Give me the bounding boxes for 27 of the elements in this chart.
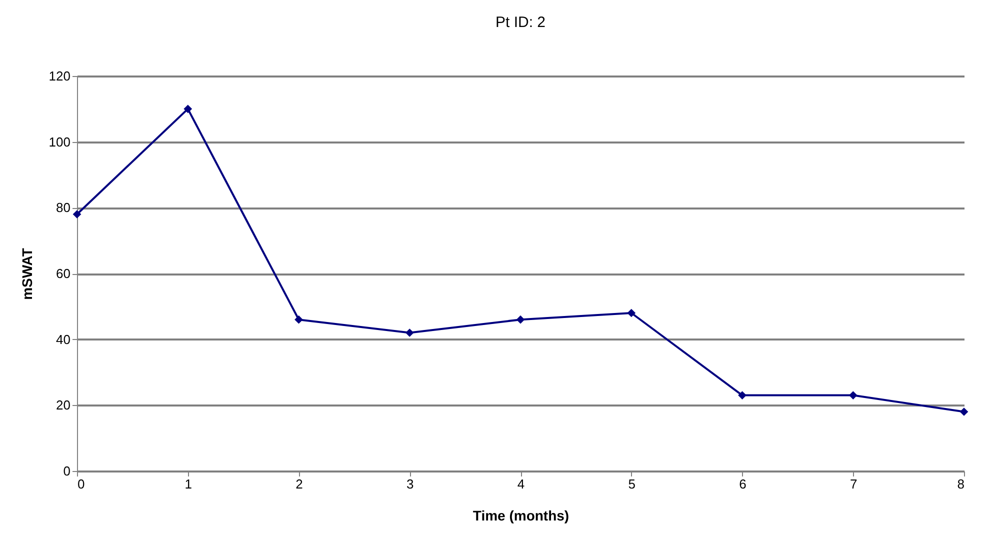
x-tick-label: 2 — [296, 476, 303, 492]
y-tick-label: 80 — [56, 200, 70, 216]
y-tick-label: 100 — [48, 134, 70, 150]
y-tick-label: 40 — [56, 332, 70, 347]
x-tick-label: 0 — [78, 476, 85, 492]
point — [848, 391, 858, 400]
chart-title: Pt ID: 2 — [495, 14, 546, 31]
point — [627, 308, 636, 318]
point — [738, 391, 746, 400]
point — [405, 328, 414, 337]
y-tick-label: 60 — [56, 266, 70, 281]
y-axis-title: mSWAT — [18, 248, 35, 300]
x-tick-label: 3 — [406, 476, 414, 492]
x-tick-label: 7 — [850, 476, 858, 492]
y-tick-label: 0 — [63, 464, 70, 478]
x-tick-label: 5 — [628, 476, 636, 492]
point — [960, 408, 968, 416]
x-tick-label: 1 — [184, 476, 192, 492]
x-tick-label: 4 — [517, 476, 525, 492]
y-tick-label: 20 — [56, 398, 70, 413]
point — [184, 104, 192, 114]
x-axis-title: Time (months) — [472, 508, 570, 524]
point — [294, 315, 303, 324]
point — [516, 315, 525, 324]
x-tick-label: 8 — [957, 476, 964, 492]
x-tick-label: 6 — [739, 476, 746, 492]
y-tick-label: 120 — [48, 68, 70, 84]
